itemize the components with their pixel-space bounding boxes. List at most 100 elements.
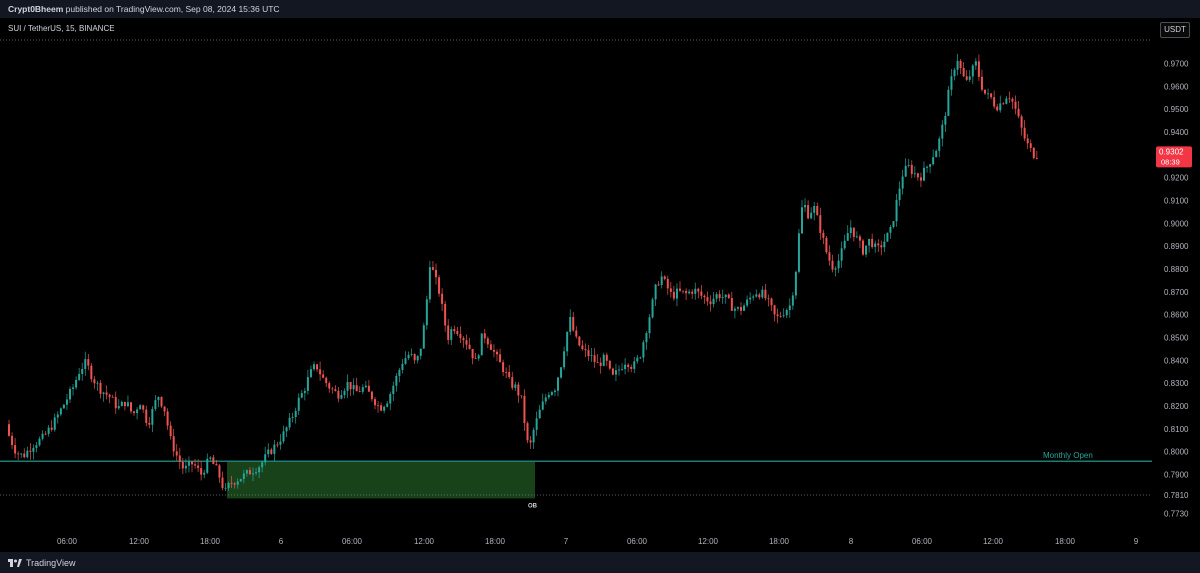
candle [62, 403, 65, 409]
candle-body [688, 291, 691, 294]
candle-body [303, 390, 306, 394]
candle [596, 354, 599, 363]
candle-body [849, 227, 852, 234]
candle-body [654, 284, 657, 300]
candle-body [712, 298, 715, 305]
candle [865, 245, 868, 258]
candle [797, 229, 800, 274]
candle-body [685, 290, 688, 294]
candle [810, 207, 813, 220]
candle [84, 351, 87, 376]
candle-body [602, 354, 605, 366]
candle-body [773, 305, 776, 315]
candle-body [105, 392, 108, 395]
candle-body [65, 399, 68, 405]
candle-body [355, 385, 358, 392]
candle-body [868, 238, 871, 246]
candle-body [977, 61, 980, 77]
candle [898, 181, 901, 206]
candle-body [133, 411, 136, 414]
price-chart[interactable]: 0.97000.96000.95000.94000.93000.92000.91… [0, 18, 1200, 530]
candle-body [401, 363, 404, 370]
candle [535, 411, 538, 436]
candle-body [520, 395, 523, 397]
candle-body [383, 406, 386, 411]
ob-zone-layer [227, 461, 535, 499]
footer-brand[interactable]: TradingView [26, 557, 76, 568]
candle-body [206, 458, 209, 473]
symbol-legend[interactable]: SUI / TetherUS, 15, BINANCE [8, 24, 115, 33]
candle [874, 240, 877, 253]
candle [343, 388, 346, 399]
chart-pane[interactable]: 0.97000.96000.95000.94000.93000.92000.91… [0, 18, 1200, 530]
candle [267, 443, 270, 458]
candle [499, 348, 502, 363]
candle-body [114, 397, 117, 409]
candles [8, 53, 1038, 492]
candle-body [691, 291, 694, 294]
candle [383, 405, 386, 414]
candle-body [364, 385, 367, 388]
candle [276, 441, 279, 448]
candle-body [904, 165, 907, 177]
candle [553, 388, 556, 396]
candle [218, 463, 221, 483]
candle [108, 393, 111, 404]
candle [133, 410, 136, 416]
candle-body [840, 248, 843, 261]
candle [932, 149, 935, 166]
candle [90, 363, 93, 383]
candle-body [499, 354, 502, 363]
candle-body [151, 408, 154, 425]
candle [483, 328, 486, 344]
candle [392, 381, 395, 402]
y-tick-label: 0.8900 [1164, 242, 1189, 251]
candle [334, 385, 337, 392]
candle [1020, 114, 1023, 136]
candle [309, 365, 312, 378]
candle [971, 63, 974, 84]
candle [468, 337, 471, 350]
candle-body [929, 164, 932, 167]
candle [666, 275, 669, 295]
candle-body [965, 76, 968, 80]
candle [474, 353, 477, 360]
candle-body [404, 358, 407, 364]
candle-body [62, 404, 65, 409]
candle-body [779, 315, 782, 317]
candle [974, 58, 977, 70]
candle-body [532, 429, 535, 443]
candle-body [767, 298, 770, 300]
candle-body [743, 305, 746, 311]
candle-body [593, 355, 596, 362]
candle-body [486, 338, 489, 345]
candle-body [175, 451, 178, 456]
candle [47, 424, 50, 437]
candle-body [1002, 103, 1005, 105]
candle [380, 402, 383, 412]
author-name[interactable]: Crypt0Bheem [8, 4, 64, 14]
candle [136, 407, 139, 420]
candle [837, 254, 840, 273]
candle-body [895, 200, 898, 222]
candle-body [496, 351, 498, 355]
candle [654, 283, 657, 306]
candle [807, 200, 810, 220]
candle-body [474, 358, 477, 360]
currency-button[interactable]: USDT [1160, 22, 1190, 38]
candle-body [459, 334, 462, 339]
candle-body [194, 464, 197, 466]
candle-body [267, 449, 270, 455]
candle [492, 344, 495, 358]
candle [441, 288, 444, 311]
candle-body [20, 453, 23, 455]
candle [123, 401, 126, 411]
candle [773, 304, 776, 322]
time-axis[interactable]: 06:00 12:00 18:00 6 06:00 12:00 18:00 7 06:00 12:… [0, 530, 1200, 552]
candle-body [715, 294, 718, 299]
y-tick-label: 0.8300 [1164, 379, 1189, 388]
candle-body [590, 355, 593, 357]
candle [697, 287, 700, 299]
tradingview-logo-icon[interactable] [8, 558, 22, 568]
candle-body [84, 359, 87, 369]
